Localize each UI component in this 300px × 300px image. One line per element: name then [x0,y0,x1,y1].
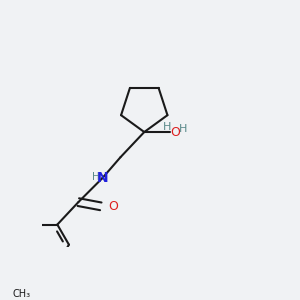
Text: CH₃: CH₃ [13,290,31,299]
Text: H: H [92,172,99,182]
Text: H: H [162,122,171,132]
Text: O: O [171,125,181,139]
Text: H: H [179,124,187,134]
Text: O: O [108,200,118,213]
Text: N: N [96,171,108,185]
